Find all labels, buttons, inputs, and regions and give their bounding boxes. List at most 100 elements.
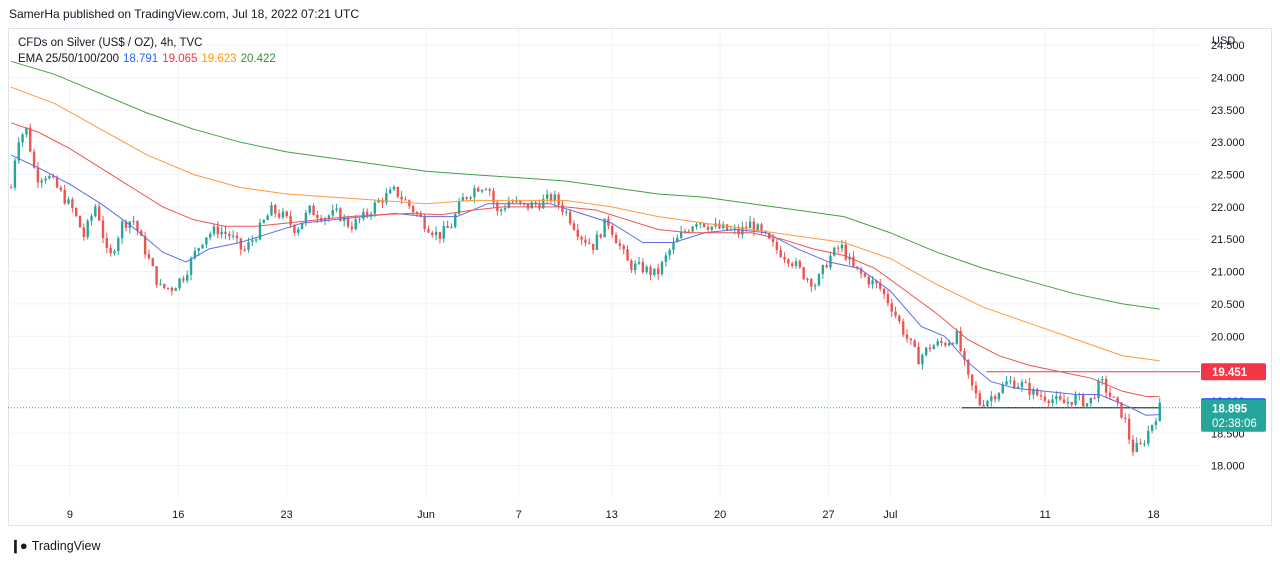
last-price-label-bg xyxy=(1201,399,1266,432)
y-tick-label: 22.000 xyxy=(1211,202,1245,214)
candle-body xyxy=(1104,378,1108,393)
candle-body xyxy=(515,200,518,202)
candle-body xyxy=(254,239,258,241)
candle-body xyxy=(679,231,683,238)
x-tick-label: Jul xyxy=(883,509,897,521)
candle-body xyxy=(630,260,633,271)
candle-body xyxy=(208,233,212,238)
candle-body xyxy=(790,263,794,266)
candle-body xyxy=(354,219,357,230)
candle-body xyxy=(836,247,840,249)
candle-body xyxy=(262,220,266,223)
candle-body xyxy=(967,359,970,375)
candle-body xyxy=(124,221,128,228)
candle-body xyxy=(285,211,288,217)
candle-body xyxy=(1097,380,1100,399)
countdown-label: 02:38:06 xyxy=(1212,418,1257,430)
chart-frame xyxy=(8,28,1272,526)
candle-body xyxy=(806,278,809,280)
candle-body xyxy=(197,248,200,251)
candle-body xyxy=(1089,397,1093,404)
candle-body xyxy=(1001,384,1004,393)
y-tick-label: 23.000 xyxy=(1211,137,1245,149)
candle-body xyxy=(802,267,805,280)
candle-body xyxy=(40,180,43,183)
candle-body xyxy=(637,262,641,264)
candle-body xyxy=(599,234,602,238)
candle-body xyxy=(1028,383,1031,395)
candle-body xyxy=(147,254,151,259)
candle-body xyxy=(978,393,981,406)
candle-body xyxy=(74,208,78,216)
candle-body xyxy=(431,232,434,236)
candle-body xyxy=(446,226,449,228)
candle-body xyxy=(1112,396,1116,398)
candle-body xyxy=(1062,399,1066,404)
candle-body xyxy=(266,215,269,221)
y-tick-label: 18.000 xyxy=(1211,461,1245,473)
candle-body xyxy=(844,244,847,260)
ema200-value: 20.422 xyxy=(240,53,276,65)
candle-body xyxy=(852,256,855,267)
candle-body xyxy=(132,220,135,222)
brand-name: TradingView xyxy=(31,539,101,553)
candle-body xyxy=(216,226,220,235)
candle-body xyxy=(136,220,139,231)
candle-body xyxy=(381,200,384,203)
candle-body xyxy=(924,347,928,355)
candle-body xyxy=(572,223,576,230)
candle-body xyxy=(1032,388,1035,395)
candle-body xyxy=(239,238,243,250)
candle-body xyxy=(825,264,828,268)
x-tick-label: Jun xyxy=(417,509,435,521)
y-tick-label: 21.500 xyxy=(1211,234,1245,246)
candle-body xyxy=(339,208,342,221)
candle-body xyxy=(67,199,70,204)
candle-body xyxy=(794,261,798,266)
candle-body xyxy=(940,341,943,343)
candle-body xyxy=(676,237,679,243)
candle-body xyxy=(212,226,216,234)
candle-body xyxy=(817,274,821,286)
candle-body xyxy=(733,228,736,230)
candle-body xyxy=(358,218,361,220)
candle-body xyxy=(882,288,886,295)
candle-body xyxy=(186,274,189,281)
candle-body xyxy=(768,233,771,239)
candle-body xyxy=(396,186,400,197)
candle-body xyxy=(699,223,702,225)
x-tick-label: 20 xyxy=(714,509,726,521)
candle-body xyxy=(886,294,890,304)
candle-body xyxy=(1120,402,1123,418)
candle-body xyxy=(974,385,978,394)
candle-body xyxy=(833,247,836,256)
candle-body xyxy=(297,229,300,233)
candle-body xyxy=(113,251,116,254)
candle-body xyxy=(1158,402,1161,422)
candle-body xyxy=(829,255,832,268)
candle-body xyxy=(419,213,422,217)
y-tick-label: 20.000 xyxy=(1211,331,1245,343)
candle-body xyxy=(745,226,748,229)
y-tick-label: 24.000 xyxy=(1211,73,1245,85)
resistance-price-label-bg xyxy=(1201,363,1266,381)
candle-body xyxy=(894,311,897,316)
candle-body xyxy=(1154,421,1158,426)
candle-body xyxy=(879,283,882,289)
candle-body xyxy=(982,405,985,407)
y-tick-label: 23.500 xyxy=(1211,105,1245,117)
candle-body xyxy=(519,200,522,203)
candle-body xyxy=(258,222,262,240)
candle-body xyxy=(913,340,916,347)
candle-body xyxy=(1047,400,1050,404)
candle-body xyxy=(82,227,86,238)
candle-body xyxy=(55,177,59,188)
candle-body xyxy=(469,197,472,199)
candle-body xyxy=(1131,439,1135,452)
candle-body xyxy=(454,214,457,227)
candle-body xyxy=(970,374,974,386)
candle-body xyxy=(867,276,870,285)
footer-brand[interactable]: ❙● TradingView xyxy=(10,538,101,554)
candle-body xyxy=(1074,394,1077,405)
